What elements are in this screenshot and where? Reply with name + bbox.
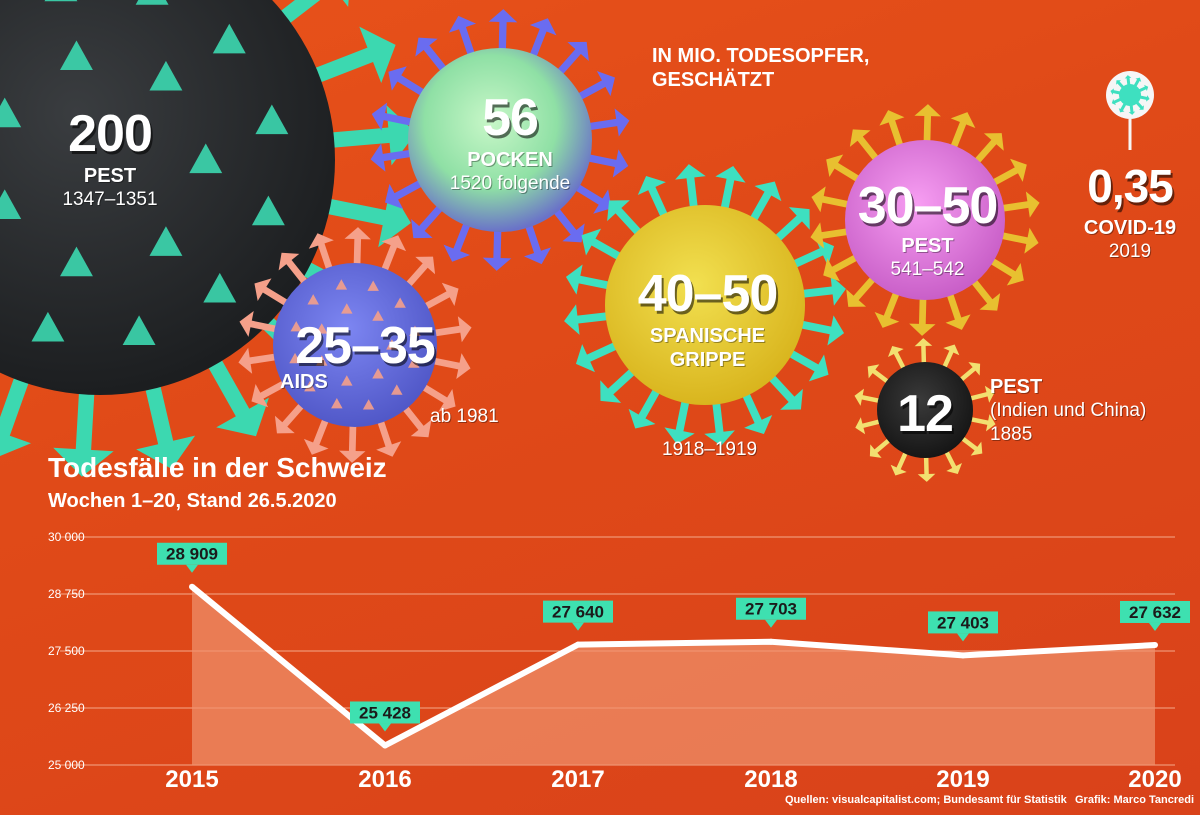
pest-1885-label-2: (Indien und China) [990, 400, 1147, 421]
pest-1885-label-1: PEST [990, 376, 1043, 398]
y-tick-label: 25 000 [48, 758, 85, 772]
data-label-text: 27 632 [1129, 603, 1181, 622]
virus-pest-541-icon [810, 104, 1040, 336]
virus-pocken-icon [370, 9, 630, 271]
data-point [768, 638, 774, 645]
virus-pest-1885-icon [854, 338, 996, 482]
virus-pest-541-text: 30–50 PEST 541–542 [840, 180, 1015, 282]
pest-541-years: 541–542 [890, 259, 965, 280]
pest-1347-years: 1347–1351 [62, 189, 158, 210]
covid-label: COVID-19 [1083, 217, 1177, 239]
x-tick-label: 2016 [358, 766, 411, 793]
covid-years: 2019 [1108, 241, 1152, 262]
pocken-value: 56 [482, 89, 539, 147]
data-point [575, 641, 581, 648]
data-point [1152, 641, 1158, 648]
data-point [960, 652, 966, 659]
data-label-text: 27 703 [745, 600, 797, 619]
chart-y-ticks: 25 000 26 250 27 500 28 750 30 000 [48, 530, 85, 772]
data-label: 27 703 [736, 597, 806, 628]
pocken-years: 1520 folgende [449, 173, 571, 194]
virus-spanische-grippe-text: 40–50 SPANISCHE GRIPPE [610, 268, 805, 372]
virus-pest-1885-text: PEST (Indien und China) 1885 [990, 375, 1146, 447]
data-label-pointer [1149, 622, 1161, 631]
x-tick-label: 2017 [551, 766, 604, 793]
data-label-box [157, 542, 227, 565]
pest-541-value: 30–50 [857, 177, 999, 235]
y-tick-label: 28 750 [48, 587, 85, 601]
grippe-value: 40–50 [637, 265, 779, 323]
virus-aids-icon [238, 227, 472, 463]
data-label-pointer [957, 633, 969, 642]
footer-sources: Quellen: visualcapitalist.com; Bundesamt… [785, 794, 1067, 806]
x-tick-label: 2018 [744, 766, 797, 793]
data-label-box [736, 597, 806, 620]
y-tick-label: 26 250 [48, 701, 85, 715]
pest-541-label: PEST [901, 235, 954, 257]
virus-covid-text: 0,35 COVID-19 2019 [1070, 162, 1190, 264]
virus-pest-1347-text: 200 PEST 1347–1351 [40, 108, 180, 212]
data-label-pointer [765, 619, 777, 628]
data-label: 28 909 [157, 542, 227, 573]
aids-value: 25–35 [295, 317, 436, 375]
data-label-text: 27 403 [937, 613, 989, 632]
data-label: 27 632 [1120, 600, 1190, 631]
x-tick-label: 2015 [165, 766, 218, 793]
data-point [189, 583, 195, 590]
aids-label: AIDS [280, 371, 328, 393]
chart-title: Todesfälle in der Schweiz [48, 452, 387, 483]
data-label-box [350, 701, 420, 724]
data-point [382, 742, 388, 749]
virus-spanische-grippe-icon [564, 164, 846, 446]
data-label-pointer [572, 622, 584, 631]
chart-x-ticks: 2015 2016 2017 2018 2019 2020 [165, 766, 1181, 793]
pest-1347-value: 200 [68, 105, 153, 163]
data-label-text: 28 909 [166, 545, 218, 564]
unit-note: IN MIO. TODESOPFER, GESCHÄTZT [652, 44, 869, 92]
unit-note-line-1: IN MIO. TODESOPFER, [652, 45, 870, 67]
chart-area [192, 586, 1155, 765]
data-label: 27 403 [928, 611, 998, 642]
virus-aids-text: 25–35 [280, 320, 450, 372]
data-label-pointer [379, 723, 391, 732]
footer-credit: Grafik: Marco Tancredi [1075, 794, 1194, 806]
virus-covid-icon [1106, 71, 1154, 150]
data-label: 25 428 [350, 701, 420, 732]
data-label: 27 640 [543, 600, 613, 631]
virus-pocken-text: 56 POCKEN 1520 folgende [420, 92, 600, 196]
pocken-label: POCKEN [467, 149, 553, 171]
x-tick-label: 2020 [1128, 766, 1181, 793]
data-label-text: 27 640 [552, 603, 604, 622]
pest-1885-years: 1885 [990, 424, 1033, 445]
x-tick-label: 2019 [936, 766, 989, 793]
chart-subtitle: Wochen 1–20, Stand 26.5.2020 [48, 490, 337, 512]
pest-1885-value: 12 [897, 385, 954, 443]
data-label-box [928, 611, 998, 634]
grippe-years: 1918–1919 [662, 439, 758, 460]
unit-note-line-2: GESCHÄTZT [652, 69, 775, 91]
covid-value: 0,35 [1087, 160, 1174, 212]
grippe-label-1: SPANISCHE [649, 325, 766, 347]
y-tick-label: 27 500 [48, 644, 85, 658]
data-label-text: 25 428 [359, 703, 411, 722]
y-tick-label: 30 000 [48, 530, 85, 544]
data-label-box [1120, 600, 1190, 623]
grippe-label-2: GRIPPE [669, 349, 746, 371]
pest-1347-label: PEST [83, 165, 137, 187]
aids-years: ab 1981 [430, 406, 499, 427]
data-label-box [543, 600, 613, 623]
data-label-pointer [186, 564, 198, 573]
deaths-chart: 25 000 26 250 27 500 28 750 30 000 28 909 25 … [48, 530, 1190, 793]
